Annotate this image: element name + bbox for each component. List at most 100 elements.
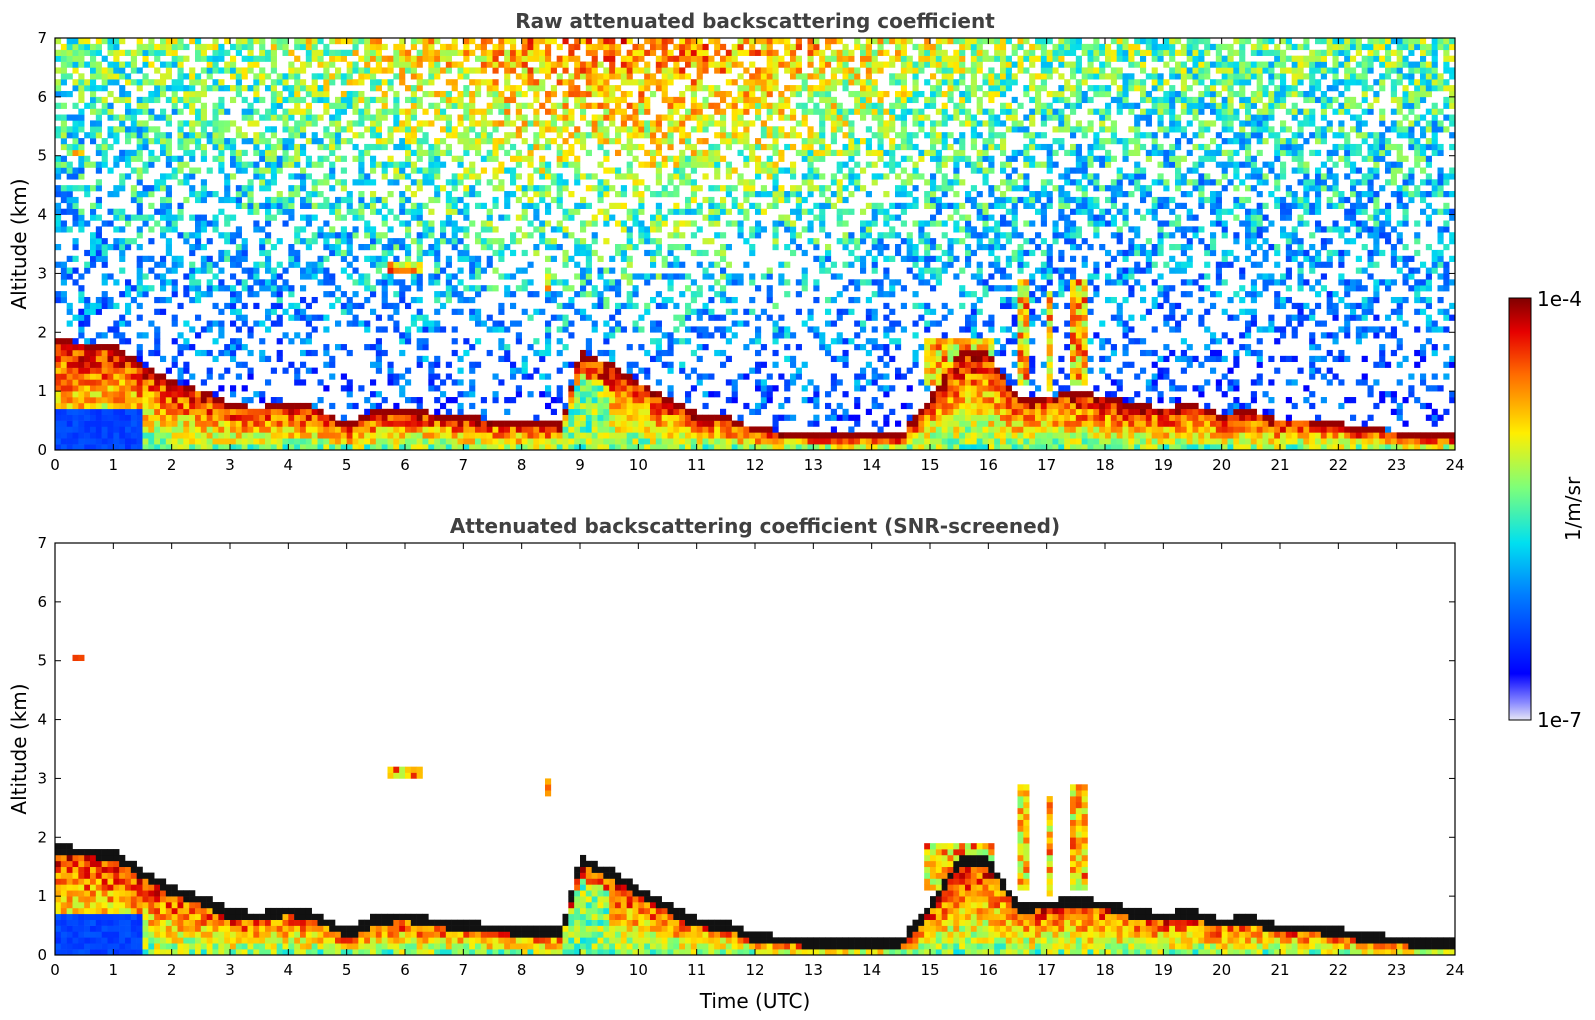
heatmap-cell [720, 155, 727, 162]
heatmap-cell [165, 397, 172, 404]
heatmap-cell [387, 67, 394, 74]
heatmap-cell [527, 38, 534, 45]
heatmap-cell [200, 432, 207, 439]
heatmap-cell [603, 302, 610, 310]
heatmap-cell [615, 432, 622, 439]
heatmap-cell [276, 114, 283, 121]
heatmap-cell [148, 408, 155, 415]
heatmap-cell [119, 214, 126, 221]
heatmap-cell [358, 214, 365, 221]
heatmap-cell [148, 49, 155, 56]
heatmap-cell [247, 61, 254, 68]
heatmap-cell [685, 420, 692, 427]
heatmap-cell [498, 108, 505, 115]
heatmap-cell [632, 361, 639, 368]
heatmap-cell [708, 285, 715, 292]
heatmap-cell [165, 61, 172, 68]
heatmap-cell [253, 85, 260, 92]
heatmap-cell [475, 143, 482, 151]
heatmap-cell [504, 214, 511, 221]
heatmap-cell [655, 120, 662, 127]
heatmap-cell [270, 85, 277, 92]
heatmap-cell [772, 326, 779, 333]
heatmap-cell [235, 314, 242, 321]
heatmap-cell [521, 114, 528, 121]
heatmap-cell [527, 196, 534, 204]
heatmap-cell [457, 379, 464, 386]
heatmap-cell [702, 161, 709, 168]
heatmap-cell [352, 267, 359, 274]
heatmap-cell [305, 173, 312, 180]
heatmap-cell [375, 196, 382, 204]
heatmap-cell [78, 332, 85, 339]
heatmap-cell [142, 102, 149, 109]
heatmap-cell [78, 397, 85, 404]
heatmap-cell [305, 43, 312, 51]
heatmap-cell [632, 126, 639, 133]
heatmap-cell [638, 102, 645, 109]
heatmap-cell [521, 120, 528, 127]
heatmap-cell [562, 314, 569, 321]
heatmap-cell [475, 320, 482, 327]
heatmap-cell [78, 285, 85, 292]
heatmap-cell [457, 114, 464, 121]
heatmap-cell [451, 232, 458, 239]
heatmap-cell [451, 185, 458, 192]
heatmap-cell [136, 149, 143, 157]
heatmap-cell [539, 155, 546, 162]
heatmap-cell [66, 43, 73, 51]
heatmap-cell [352, 90, 359, 98]
heatmap-cell [183, 432, 190, 439]
heatmap-cell [381, 173, 388, 180]
heatmap-cell [125, 238, 132, 245]
heatmap-cell [480, 397, 487, 404]
heatmap-cell [323, 326, 330, 333]
heatmap-cell [685, 302, 692, 310]
heatmap-cell [381, 79, 388, 86]
heatmap-cell [725, 67, 732, 74]
heatmap-cell [661, 361, 668, 368]
heatmap-cell [778, 332, 785, 339]
heatmap-cell [323, 49, 330, 56]
heatmap-cell [171, 255, 178, 262]
heatmap-cell [702, 344, 709, 351]
heatmap-cell [317, 420, 324, 427]
heatmap-cell [230, 308, 237, 315]
heatmap-cell [673, 202, 680, 209]
heatmap-cell [113, 379, 120, 386]
heatmap-cell [772, 332, 779, 339]
heatmap-cell [218, 149, 225, 157]
heatmap-cell [655, 161, 662, 168]
heatmap-cell [276, 161, 283, 168]
heatmap-cell [784, 96, 791, 104]
heatmap-cell [655, 191, 662, 198]
heatmap-cell [195, 196, 202, 204]
heatmap-cell [749, 191, 756, 198]
heatmap-cell [620, 273, 627, 280]
heatmap-cell [183, 85, 190, 92]
heatmap-cell [626, 126, 633, 133]
heatmap-cell [125, 155, 132, 162]
heatmap-cell [235, 43, 242, 51]
heatmap-cell [655, 85, 662, 92]
heatmap-cell [603, 426, 610, 433]
heatmap-cell [399, 38, 406, 45]
heatmap-cell [375, 108, 382, 115]
heatmap-cell [655, 67, 662, 74]
heatmap-cell [562, 232, 569, 239]
heatmap-cell [317, 261, 324, 268]
heatmap-cell [282, 426, 289, 433]
heatmap-cell [375, 161, 382, 168]
heatmap-cell [743, 179, 750, 186]
heatmap-cell [130, 55, 137, 62]
heatmap-cell [574, 444, 581, 450]
heatmap-cell [177, 444, 184, 450]
heatmap-cell [288, 67, 295, 74]
heatmap-cell [235, 49, 242, 56]
heatmap-cell [247, 426, 254, 433]
heatmap-cell [410, 432, 417, 439]
heatmap-cell [708, 61, 715, 68]
heatmap-cell [358, 426, 365, 433]
heatmap-cell [189, 73, 196, 80]
heatmap-cell [743, 402, 750, 410]
